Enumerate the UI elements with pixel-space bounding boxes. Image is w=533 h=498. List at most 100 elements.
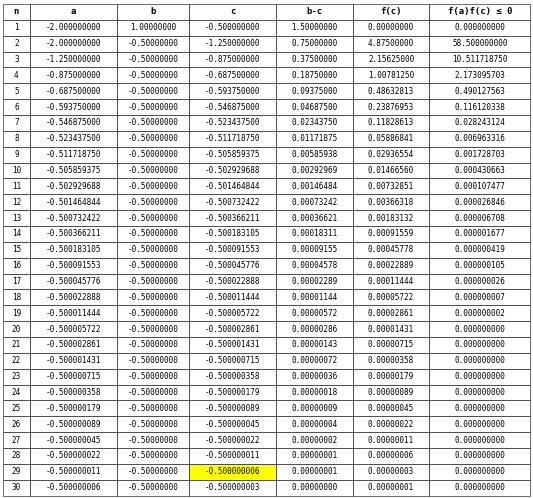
Text: -0.50000000: -0.50000000 bbox=[128, 277, 179, 286]
Text: -0.501464844: -0.501464844 bbox=[205, 182, 261, 191]
Bar bbox=[30, 52, 117, 67]
Text: 0.37500000: 0.37500000 bbox=[292, 55, 338, 64]
Text: 15: 15 bbox=[12, 245, 21, 254]
Bar bbox=[353, 353, 429, 369]
Bar bbox=[277, 83, 353, 99]
Bar bbox=[189, 178, 277, 194]
Text: -0.500000045: -0.500000045 bbox=[46, 436, 101, 445]
Bar bbox=[30, 242, 117, 257]
Text: -0.50000000: -0.50000000 bbox=[128, 483, 179, 492]
Text: -0.500000358: -0.500000358 bbox=[205, 372, 261, 381]
Bar bbox=[30, 4, 117, 20]
Text: -0.500183105: -0.500183105 bbox=[46, 245, 101, 254]
Text: 0.00000022: 0.00000022 bbox=[368, 420, 414, 429]
Bar bbox=[189, 289, 277, 305]
Bar bbox=[3, 353, 30, 369]
Text: -0.502929688: -0.502929688 bbox=[205, 166, 261, 175]
Bar bbox=[189, 448, 277, 464]
Bar bbox=[30, 480, 117, 496]
Bar bbox=[189, 257, 277, 273]
Text: 0.000000000: 0.000000000 bbox=[455, 451, 505, 460]
Text: -0.50000000: -0.50000000 bbox=[128, 420, 179, 429]
Bar bbox=[277, 226, 353, 242]
Bar bbox=[117, 194, 189, 210]
Text: 6: 6 bbox=[14, 103, 19, 112]
Bar bbox=[30, 226, 117, 242]
Bar bbox=[189, 321, 277, 337]
Text: -1.250000000: -1.250000000 bbox=[46, 55, 101, 64]
Text: -0.501464844: -0.501464844 bbox=[46, 198, 101, 207]
Text: -0.875000000: -0.875000000 bbox=[46, 71, 101, 80]
Bar bbox=[30, 464, 117, 480]
Text: -0.50000000: -0.50000000 bbox=[128, 325, 179, 334]
Bar bbox=[117, 321, 189, 337]
Bar bbox=[429, 464, 530, 480]
Bar bbox=[30, 257, 117, 273]
Text: -0.500002861: -0.500002861 bbox=[46, 340, 101, 350]
Text: 0.000000000: 0.000000000 bbox=[455, 388, 505, 397]
Text: 10: 10 bbox=[12, 166, 21, 175]
Text: 27: 27 bbox=[12, 436, 21, 445]
Bar bbox=[30, 400, 117, 416]
Bar bbox=[277, 432, 353, 448]
Text: 0.00000143: 0.00000143 bbox=[292, 340, 338, 350]
Text: -0.500091553: -0.500091553 bbox=[205, 245, 261, 254]
Text: 0.000000007: 0.000000007 bbox=[455, 293, 505, 302]
Text: -0.50000000: -0.50000000 bbox=[128, 261, 179, 270]
Text: 0.00000018: 0.00000018 bbox=[292, 388, 338, 397]
Bar bbox=[117, 36, 189, 52]
Bar bbox=[3, 162, 30, 178]
Bar bbox=[429, 321, 530, 337]
Bar bbox=[117, 20, 189, 36]
Text: 16: 16 bbox=[12, 261, 21, 270]
Text: a: a bbox=[71, 7, 76, 16]
Text: -0.875000000: -0.875000000 bbox=[205, 55, 261, 64]
Bar bbox=[429, 226, 530, 242]
Bar bbox=[189, 83, 277, 99]
Text: -0.593750000: -0.593750000 bbox=[205, 87, 261, 96]
Text: 0.00000001: 0.00000001 bbox=[292, 467, 338, 476]
Bar bbox=[3, 448, 30, 464]
Text: 0.00011444: 0.00011444 bbox=[368, 277, 414, 286]
Bar bbox=[429, 273, 530, 289]
Bar bbox=[189, 416, 277, 432]
Bar bbox=[277, 162, 353, 178]
Bar bbox=[3, 194, 30, 210]
Bar bbox=[277, 67, 353, 83]
Text: -0.500732422: -0.500732422 bbox=[46, 214, 101, 223]
Text: 0.000430663: 0.000430663 bbox=[455, 166, 505, 175]
Text: -0.50000000: -0.50000000 bbox=[128, 198, 179, 207]
Bar bbox=[353, 147, 429, 162]
Text: 0.00036621: 0.00036621 bbox=[292, 214, 338, 223]
Bar bbox=[189, 480, 277, 496]
Text: 0.00146484: 0.00146484 bbox=[292, 182, 338, 191]
Text: -0.50000000: -0.50000000 bbox=[128, 372, 179, 381]
Bar bbox=[353, 384, 429, 400]
Text: 0.75000000: 0.75000000 bbox=[292, 39, 338, 48]
Text: -0.50000000: -0.50000000 bbox=[128, 150, 179, 159]
Bar bbox=[3, 147, 30, 162]
Text: -2.000000000: -2.000000000 bbox=[46, 39, 101, 48]
Text: -0.500000715: -0.500000715 bbox=[205, 356, 261, 365]
Bar bbox=[30, 147, 117, 162]
Bar bbox=[353, 369, 429, 384]
Bar bbox=[30, 36, 117, 52]
Bar bbox=[189, 226, 277, 242]
Text: 0.00073242: 0.00073242 bbox=[292, 198, 338, 207]
Text: 0.00000072: 0.00000072 bbox=[292, 356, 338, 365]
Bar bbox=[353, 226, 429, 242]
Bar bbox=[353, 242, 429, 257]
Bar bbox=[429, 162, 530, 178]
Bar bbox=[30, 432, 117, 448]
Text: -0.593750000: -0.593750000 bbox=[46, 103, 101, 112]
Bar bbox=[429, 194, 530, 210]
Bar bbox=[353, 20, 429, 36]
Text: 0.000000000: 0.000000000 bbox=[455, 436, 505, 445]
Bar bbox=[3, 480, 30, 496]
Text: -0.500366211: -0.500366211 bbox=[46, 230, 101, 239]
Bar bbox=[429, 67, 530, 83]
Bar bbox=[117, 448, 189, 464]
Text: 1.50000000: 1.50000000 bbox=[292, 23, 338, 32]
Bar bbox=[353, 131, 429, 147]
Bar bbox=[277, 36, 353, 52]
